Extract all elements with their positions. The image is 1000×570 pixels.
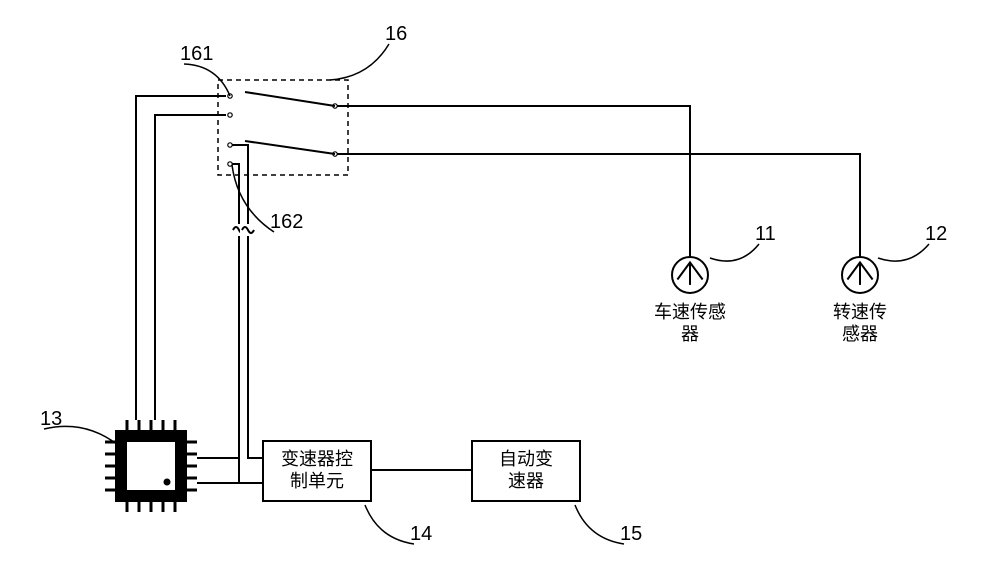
callout-c14: 14 xyxy=(365,505,432,545)
callout-c161-text: 161 xyxy=(180,43,213,65)
callout-c15-text: 15 xyxy=(620,523,642,545)
switch-arm-top xyxy=(245,92,335,106)
sensor-speed-label: 车速传感 xyxy=(654,302,726,322)
switch-box xyxy=(218,80,348,175)
sensor-speed: 车速传感器 xyxy=(654,257,726,344)
wire-bus_top xyxy=(230,145,263,458)
diagram-canvas: 车速传感器转速传感器变速器控制单元自动变速器161611621112131415 xyxy=(0,0,1000,570)
callout-c161: 161 xyxy=(180,43,230,96)
sensor-rpm: 转速传感器 xyxy=(833,257,887,344)
callout-c11: 11 xyxy=(710,223,776,261)
box-tcu-label: 制单元 xyxy=(290,471,344,491)
terminal-left_mid xyxy=(228,113,232,117)
callout-c15: 15 xyxy=(575,505,642,545)
wire-chip_to_sw_mid xyxy=(155,115,226,420)
callout-c12: 12 xyxy=(878,223,947,261)
callout-c14-text: 14 xyxy=(410,523,432,545)
box-auto-trans-label: 速器 xyxy=(508,471,544,491)
callout-c16: 16 xyxy=(330,23,407,80)
wire-sw_to_s11 xyxy=(335,106,690,257)
chip-icon xyxy=(105,420,197,512)
box-auto-trans-label: 自动变 xyxy=(499,449,553,469)
sensor-rpm-label: 转速传 xyxy=(833,302,887,322)
terminal-left_bot1 xyxy=(228,143,232,147)
sensor-rpm-label: 感器 xyxy=(842,324,878,344)
callout-c16-text: 16 xyxy=(385,23,407,45)
box-tcu: 变速器控制单元 xyxy=(263,441,371,501)
callout-c11-text: 11 xyxy=(755,223,776,245)
wire-chip_to_sw_top xyxy=(136,96,226,420)
callout-c13: 13 xyxy=(40,408,118,445)
switch-arm-bot xyxy=(245,141,335,154)
sensor-speed-label: 器 xyxy=(681,324,699,344)
wire-sw_to_s12 xyxy=(335,154,860,257)
wire-bus_bottom xyxy=(230,164,263,483)
callout-c12-text: 12 xyxy=(925,223,947,245)
box-auto-trans: 自动变速器 xyxy=(472,441,580,501)
box-tcu-label: 变速器控 xyxy=(281,449,353,469)
callout-c162-text: 162 xyxy=(270,211,303,233)
